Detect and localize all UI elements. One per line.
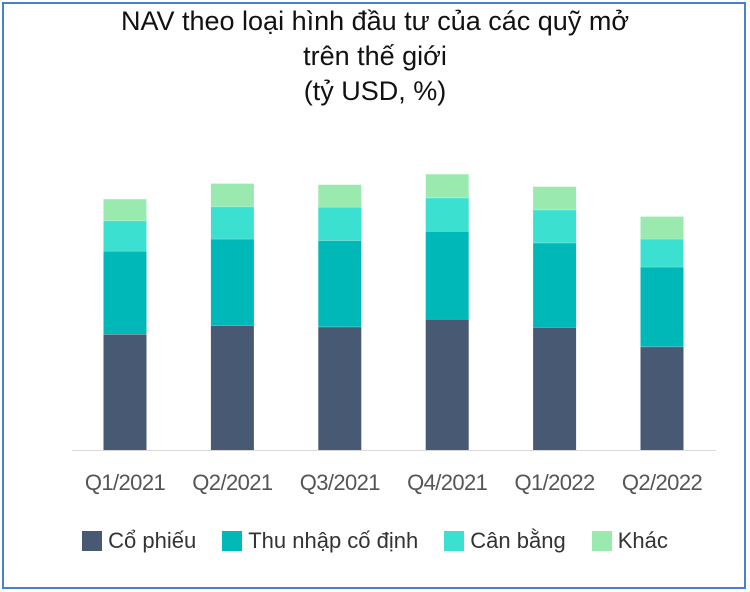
bar-segment-2-4 [533, 209, 577, 243]
bar-segment-2-5 [640, 238, 684, 267]
bar-segment-2-1 [210, 206, 254, 239]
bar-segment-0-2 [318, 326, 362, 450]
bar-segment-1-3 [425, 231, 469, 319]
x-tick-label: Q3/2021 [300, 470, 381, 495]
chart-title-line-3: (tỷ USD, %) [303, 76, 447, 106]
bar-segment-2-2 [318, 207, 362, 241]
bar-segment-0-4 [533, 327, 577, 450]
chart-title: NAV theo loại hình đầu tư của các quỹ mở… [0, 4, 750, 109]
legend-label: Thu nhập cố định [248, 528, 419, 553]
bar-segment-1-1 [210, 238, 254, 326]
chart-title-line-1: NAV theo loại hình đầu tư của các quỹ mở [120, 6, 630, 36]
bar-segment-1-5 [640, 266, 684, 347]
legend-item: Cân bằng [444, 528, 566, 554]
bar-segment-3-0 [103, 198, 147, 221]
bar-segment-1-0 [103, 250, 147, 335]
legend-item: Khác [591, 528, 668, 554]
bar-segment-3-5 [640, 216, 684, 239]
bar-segment-0-0 [103, 334, 147, 450]
legend-label: Cổ phiếu [108, 528, 197, 553]
legend-swatch [222, 531, 243, 551]
legend-swatch [444, 531, 465, 551]
chart-title-line-2: trên thế giới [303, 41, 447, 71]
bar-segment-1-2 [318, 240, 362, 327]
x-tick-label: Q2/2022 [622, 470, 703, 495]
legend-swatch [82, 531, 103, 551]
legend-swatch [591, 531, 612, 551]
bar-segment-3-4 [533, 186, 577, 210]
bar-segment-0-5 [640, 346, 684, 450]
bar-segment-0-1 [210, 325, 254, 450]
legend-label: Khác [617, 528, 668, 553]
bar-segment-3-2 [318, 184, 362, 208]
bar-segment-0-3 [425, 318, 469, 450]
x-tick-label: Q1/2022 [514, 470, 595, 495]
legend: Cổ phiếu Thu nhập cố định Cân bằng Khác [0, 528, 750, 554]
bar-segment-3-3 [425, 174, 469, 198]
bar-segment-3-1 [210, 183, 254, 207]
bar-segment-1-4 [533, 242, 577, 328]
x-tick-label: Q2/2021 [192, 470, 273, 495]
legend-item: Cổ phiếu [82, 528, 196, 554]
bar-segment-2-3 [425, 197, 469, 232]
x-tick-label: Q1/2021 [85, 470, 166, 495]
legend-label: Cân bằng [470, 528, 566, 553]
x-tick-label: Q4/2021 [407, 470, 488, 495]
legend-item: Thu nhập cố định [222, 528, 418, 554]
bar-segment-2-0 [103, 220, 147, 251]
